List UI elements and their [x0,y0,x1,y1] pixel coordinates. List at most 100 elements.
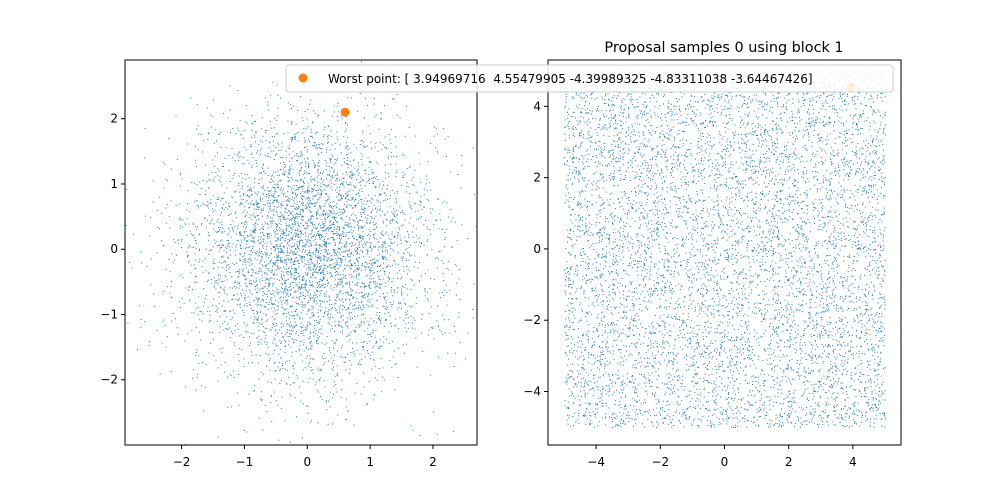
sample-point [204,302,206,303]
sample-point [308,309,310,311]
sample-point [302,219,304,221]
sample-point [399,301,401,303]
sample-point [382,278,384,280]
sample-point [300,326,302,327]
sample-point [387,157,389,159]
sample-point [292,225,294,227]
sample-point [358,172,360,174]
sample-point [302,251,303,252]
sample-point [250,235,252,237]
sample-point [345,162,347,164]
sample-point [392,277,394,279]
sample-point [248,195,250,197]
sample-point [300,197,302,199]
sample-point [223,209,225,210]
sample-point [367,320,369,322]
sample-point [347,317,349,319]
sample-point [254,228,256,230]
sample-point [266,287,268,289]
sample-point [230,132,231,134]
sample-point [220,287,222,289]
sample-point [289,210,290,212]
sample-point [265,265,267,266]
sample-point [230,236,232,238]
sample-point [258,178,260,180]
sample-point [365,97,367,99]
sample-point [284,231,286,233]
sample-point [423,194,425,196]
sample-point [310,135,312,137]
sample-point [342,344,344,346]
sample-point [251,215,253,217]
sample-point [323,183,324,185]
sample-point [276,259,278,261]
sample-point [343,203,345,205]
sample-point [373,267,375,269]
sample-point [459,299,461,301]
sample-point [426,228,428,230]
sample-point [202,180,204,182]
sample-point [316,290,318,291]
sample-point [239,155,241,157]
sample-point [302,249,304,251]
sample-point [199,181,201,183]
sample-point [270,395,272,396]
sample-point [340,260,342,262]
sample-point [288,180,290,182]
sample-point [347,164,349,165]
sample-point [357,267,359,269]
sample-point [421,216,423,218]
sample-point [247,271,249,273]
sample-point [403,352,405,354]
sample-point [156,252,158,254]
sample-point [213,286,215,288]
sample-point [318,154,320,156]
sample-point [243,292,245,294]
sample-point [298,186,300,188]
sample-point [673,387,675,389]
sample-point [270,234,272,236]
sample-point [254,288,256,290]
sample-point [303,342,305,344]
sample-point [354,198,356,200]
sample-point [188,286,190,288]
sample-point [319,207,321,209]
sample-point [348,226,350,228]
sample-point [345,265,347,267]
sample-point [289,330,291,331]
sample-point [436,267,438,269]
sample-point [361,236,363,238]
sample-point [258,325,260,327]
sample-point [667,362,669,363]
sample-point [222,255,224,257]
sample-point [320,214,322,216]
sample-point [318,250,320,252]
sample-point [315,251,317,253]
sample-point [302,196,304,197]
sample-point [293,315,295,317]
sample-point [232,128,234,129]
sample-point [298,286,300,288]
sample-point [260,212,262,214]
sample-point [296,331,297,333]
sample-point [361,236,363,238]
sample-point [281,304,283,306]
sample-point [361,155,363,157]
sample-point [444,246,446,248]
sample-point [333,163,335,165]
sample-point [213,268,215,269]
sample-point [266,273,268,275]
sample-point [250,260,252,262]
sample-point [444,201,446,203]
sample-point [274,197,276,198]
sample-point [291,228,293,229]
sample-point [262,210,264,212]
sample-point [245,201,247,203]
sample-point [355,283,357,285]
sample-point [260,339,262,341]
sample-point [305,228,307,230]
sample-point [258,289,260,291]
sample-point [331,397,333,399]
sample-point [252,390,254,392]
sample-point [337,271,339,273]
